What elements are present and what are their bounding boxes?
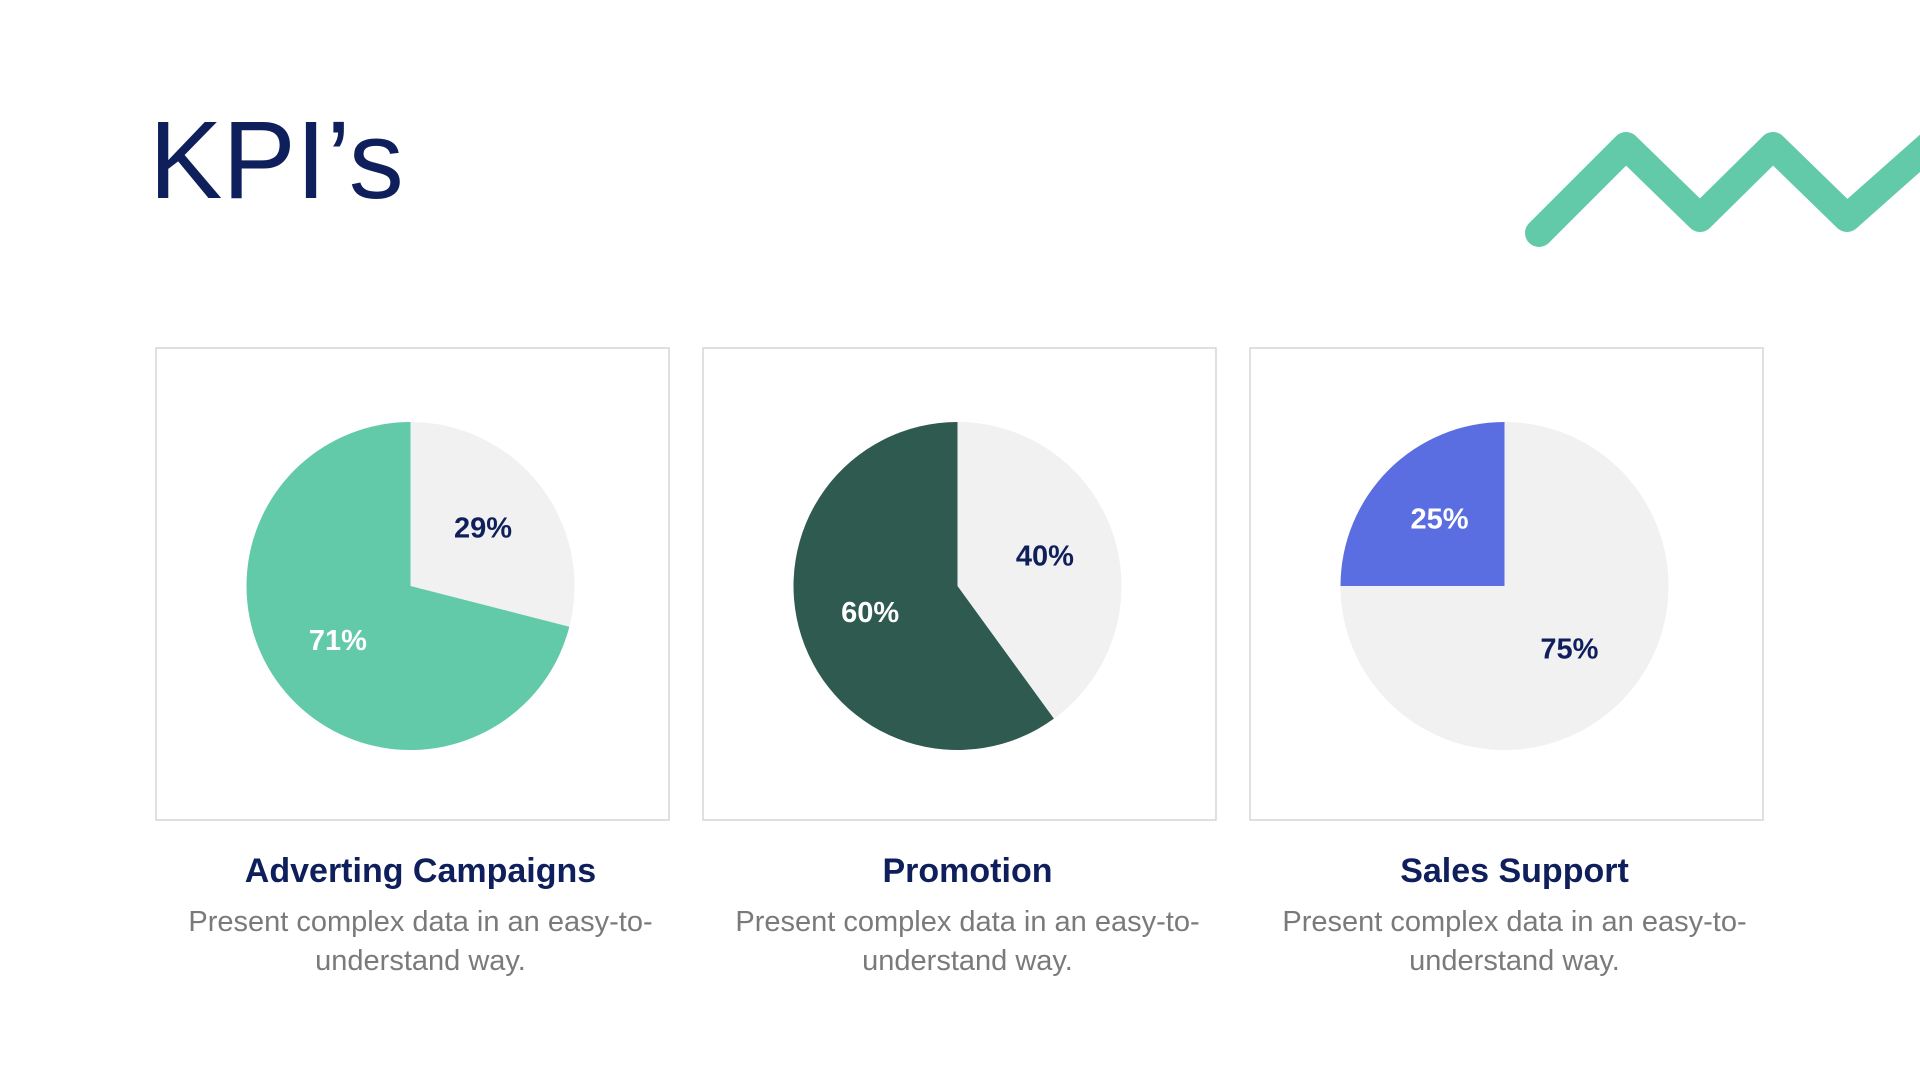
value-label: 71% — [309, 625, 367, 657]
value-label: 25% — [1411, 504, 1469, 536]
zigzag-decoration — [1525, 132, 1920, 247]
chart-subtitle: Present complex data in an easy-to-under… — [188, 906, 653, 977]
pie-slice — [246, 422, 570, 750]
value-label: 60% — [841, 597, 899, 629]
chart-subtitle: Present complex data in an easy-to-under… — [1282, 906, 1747, 977]
pie-slice — [957, 422, 1122, 719]
slide-title: KPI’s — [149, 99, 404, 222]
chart-title: Adverting Campaigns — [245, 852, 596, 890]
pie-slice — [410, 422, 575, 627]
chart-subtitle: Present complex data in an easy-to-under… — [735, 906, 1200, 977]
value-label: 29% — [454, 512, 512, 544]
chart-title: Sales Support — [1400, 852, 1629, 890]
value-label: 40% — [1016, 540, 1074, 572]
pie-slice — [793, 422, 1054, 750]
chart-title: Promotion — [883, 852, 1053, 890]
value-label: 75% — [1540, 634, 1598, 666]
pie-slice — [1340, 422, 1505, 586]
